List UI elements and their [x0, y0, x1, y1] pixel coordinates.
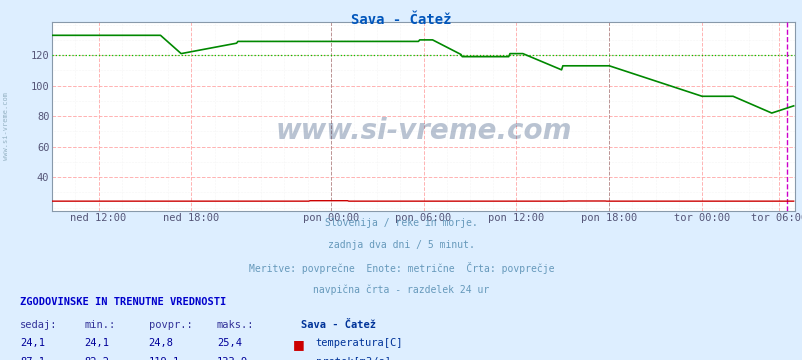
Text: sedaj:: sedaj:: [20, 320, 58, 330]
Text: ■: ■: [293, 357, 305, 360]
Text: ZGODOVINSKE IN TRENUTNE VREDNOSTI: ZGODOVINSKE IN TRENUTNE VREDNOSTI: [20, 297, 226, 307]
Text: ■: ■: [293, 338, 305, 351]
Text: min.:: min.:: [84, 320, 115, 330]
Text: 24,8: 24,8: [148, 338, 173, 348]
Text: pretok[m3/s]: pretok[m3/s]: [315, 357, 390, 360]
Text: 87,1: 87,1: [20, 357, 45, 360]
Text: Slovenija / reke in morje.: Slovenija / reke in morje.: [325, 218, 477, 228]
Text: maks.:: maks.:: [217, 320, 254, 330]
Text: Sava - Čatež: Sava - Čatež: [301, 320, 375, 330]
Text: www.si-vreme.com: www.si-vreme.com: [3, 92, 10, 160]
Text: 82,2: 82,2: [84, 357, 109, 360]
Text: navpična črta - razdelek 24 ur: navpična črta - razdelek 24 ur: [313, 285, 489, 295]
Text: 24,1: 24,1: [84, 338, 109, 348]
Text: 133,9: 133,9: [217, 357, 248, 360]
Text: www.si-vreme.com: www.si-vreme.com: [275, 117, 571, 145]
Text: povpr.:: povpr.:: [148, 320, 192, 330]
Text: 25,4: 25,4: [217, 338, 241, 348]
Text: Sava - Čatež: Sava - Čatež: [350, 13, 452, 27]
Text: temperatura[C]: temperatura[C]: [315, 338, 403, 348]
Text: zadnja dva dni / 5 minut.: zadnja dva dni / 5 minut.: [328, 240, 474, 250]
Text: 24,1: 24,1: [20, 338, 45, 348]
Text: 119,1: 119,1: [148, 357, 180, 360]
Text: Meritve: povprečne  Enote: metrične  Črta: povprečje: Meritve: povprečne Enote: metrične Črta:…: [249, 262, 553, 274]
